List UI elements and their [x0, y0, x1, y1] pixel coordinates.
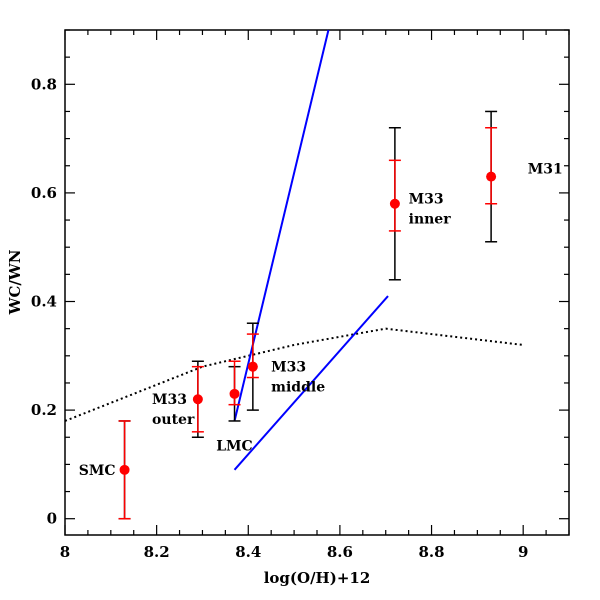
y-tick-label: 0.6 — [31, 184, 57, 202]
annotation-label: middle — [271, 380, 325, 396]
y-tick-label: 0 — [47, 510, 57, 528]
x-tick-labels: 8 8.2 8.4 8.6 8.8 9 — [60, 543, 529, 561]
data-point — [486, 171, 497, 182]
annotations: SMC M33 outer LMC M33 middle M33 inner M31 — [79, 161, 563, 478]
data-point — [192, 394, 203, 405]
y-tick-labels: 0 0.2 0.4 0.6 0.8 — [31, 75, 57, 527]
annotation-label: outer — [152, 412, 195, 428]
blue-model-line-2 — [233, 295, 389, 471]
blue-model-line-1 — [233, 29, 330, 422]
data-points — [119, 171, 497, 475]
annotation-label: M31 — [528, 161, 563, 177]
annotation-label: M33 — [152, 392, 187, 408]
x-axis-label: log(O/H)+12 — [264, 569, 371, 587]
annotation-label: SMC — [79, 463, 116, 479]
y-tick-label: 0.4 — [31, 293, 57, 311]
y-tick-label: 0.2 — [31, 401, 57, 419]
annotation-label: M33 — [271, 360, 306, 376]
plot-frame — [64, 29, 570, 536]
data-point — [389, 198, 400, 209]
axis-ticks — [64, 29, 570, 535]
annotation-label: LMC — [216, 438, 252, 454]
x-tick-label: 9 — [518, 543, 528, 561]
annotation-label: M33 — [409, 191, 444, 207]
data-point — [119, 464, 130, 475]
error-bars — [118, 110, 498, 520]
data-point — [229, 388, 240, 399]
x-tick-label: 8.6 — [327, 543, 353, 561]
x-tick-label: 8.2 — [144, 543, 170, 561]
x-tick-label: 8.8 — [418, 543, 444, 561]
x-tick-label: 8.4 — [235, 543, 261, 561]
dotted-model-line — [64, 327, 524, 422]
x-tick-label: 8 — [60, 543, 70, 561]
model-curves — [64, 29, 524, 471]
annotation-label: inner — [409, 211, 452, 227]
data-point — [247, 361, 258, 372]
y-axis-label: WC/WN — [6, 249, 24, 315]
y-tick-label: 0.8 — [31, 75, 57, 93]
